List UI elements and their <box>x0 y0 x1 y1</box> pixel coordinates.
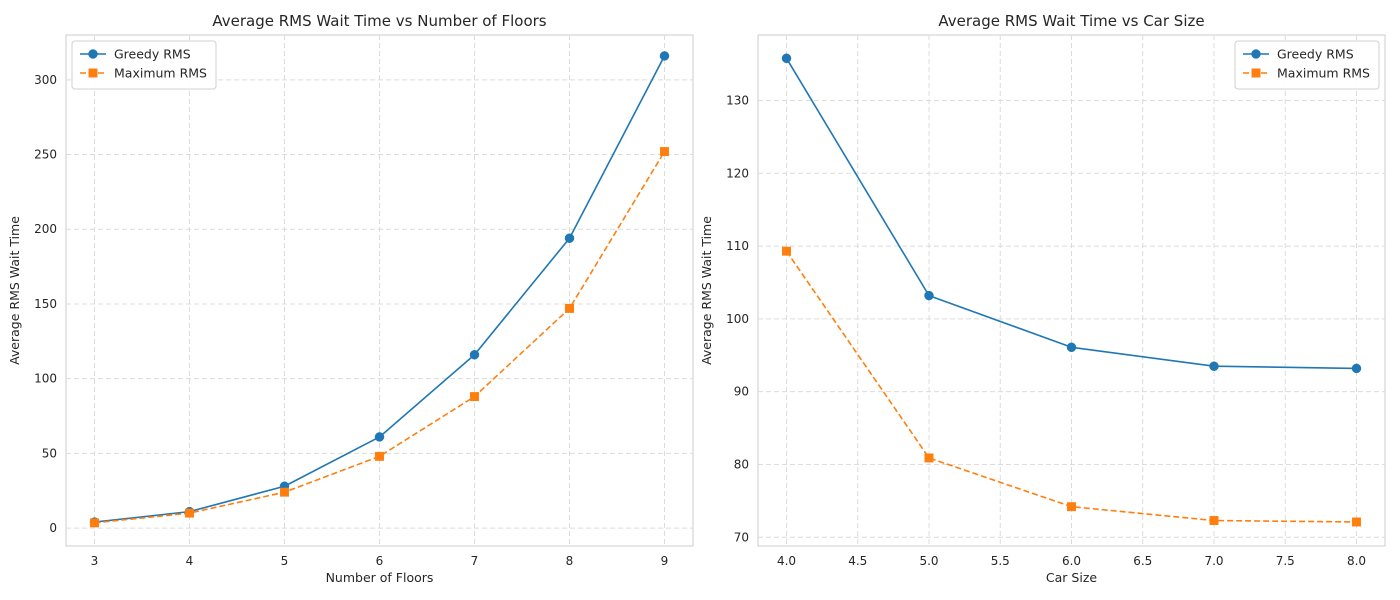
y-tick-label: 100 <box>34 372 57 386</box>
x-tick-label: 7.0 <box>1204 554 1223 568</box>
x-tick-label: 4.5 <box>848 554 867 568</box>
y-tick-label: 200 <box>34 222 57 236</box>
series-maximum-rms <box>782 246 1361 527</box>
x-tick-label: 4 <box>186 554 194 568</box>
legend-box <box>1234 40 1380 90</box>
data-point-maximum-rms <box>280 487 289 497</box>
series-greedy-rms <box>781 53 1362 374</box>
data-point-greedy-rms <box>1351 363 1362 374</box>
legend-label: Maximum RMS <box>114 66 207 81</box>
x-tick-label: 8 <box>566 554 574 568</box>
x-tick-label: 6.0 <box>1062 554 1081 568</box>
chart-title: Average RMS Wait Time vs Number of Floor… <box>212 12 546 30</box>
y-tick-label: 150 <box>34 297 57 311</box>
data-point-greedy-rms <box>469 349 480 360</box>
legend-marker-maximum-rms <box>88 68 98 78</box>
x-tick-label: 4.0 <box>777 554 796 568</box>
x-tick-label: 7 <box>471 554 479 568</box>
legend: Greedy RMS Maximum RMS <box>71 40 217 90</box>
data-point-greedy-rms <box>1066 342 1077 353</box>
data-point-greedy-rms <box>659 51 670 61</box>
data-point-maximum-rms <box>185 508 194 518</box>
data-point-maximum-rms <box>660 147 669 156</box>
data-point-greedy-rms <box>1209 361 1219 371</box>
data-point-maximum-rms <box>1067 502 1076 512</box>
data-point-maximum-rms <box>565 303 574 313</box>
y-tick-label: 80 <box>734 457 749 471</box>
legend-label: Maximum RMS <box>1277 66 1370 81</box>
legend-marker-greedy-rms <box>1251 49 1261 59</box>
x-axis-label: Car Size <box>1046 570 1097 585</box>
x-tick-label: 5.0 <box>919 554 938 568</box>
y-tick-label: 100 <box>726 312 749 326</box>
x-tick-label: 6 <box>376 554 384 568</box>
legend-label: Greedy RMS <box>114 47 191 62</box>
y-tick-label: 0 <box>49 521 57 535</box>
legend-box <box>71 40 217 90</box>
chart-2: 4.0 4.5 5.0 5.5 6.0 6.5 7.0 7.5 8.0 70 80 90 100 110 1… <box>699 12 1386 585</box>
data-point-maximum-rms <box>375 451 384 461</box>
x-axis-label: Number of Floors <box>326 570 434 585</box>
legend-marker-greedy-rms <box>88 49 98 59</box>
data-point-greedy-rms <box>564 233 575 243</box>
chart-title: Average RMS Wait Time vs Car Size <box>938 12 1204 30</box>
y-axis-label: Average RMS Wait Time <box>7 216 22 365</box>
y-tick-label: 70 <box>734 530 749 544</box>
y-tick-label: 130 <box>726 94 749 108</box>
data-point-greedy-rms <box>924 290 934 301</box>
data-point-maximum-rms <box>924 453 934 463</box>
y-tick-label: 120 <box>726 166 749 180</box>
data-point-maximum-rms <box>1209 516 1219 525</box>
data-point-maximum-rms <box>782 246 791 256</box>
data-point-greedy-rms <box>781 53 792 64</box>
y-tick-label: 250 <box>34 148 57 162</box>
legend-marker-maximum-rms <box>1251 68 1261 78</box>
y-tick-label: 50 <box>42 446 57 460</box>
x-tick-label: 6.5 <box>1133 554 1152 568</box>
data-point-greedy-rms <box>374 432 385 442</box>
x-tick-label: 5 <box>281 554 289 568</box>
series-maximum-rms <box>90 147 669 528</box>
y-tick-label: 90 <box>734 385 749 399</box>
y-axis-label: Average RMS Wait Time <box>699 216 714 365</box>
legend-label: Greedy RMS <box>1277 47 1354 62</box>
data-point-maximum-rms <box>470 392 479 402</box>
y-tick-label: 300 <box>34 73 57 87</box>
y-tick-label: 110 <box>726 239 749 253</box>
x-tick-label: 7.5 <box>1276 554 1295 568</box>
data-point-maximum-rms <box>1352 517 1361 527</box>
x-tick-label: 8.0 <box>1347 554 1366 568</box>
x-tick-label: 9 <box>661 554 669 568</box>
legend: Greedy RMS Maximum RMS <box>1234 40 1380 90</box>
x-tick-label: 3 <box>91 554 99 568</box>
chart-1: 3 4 5 6 7 8 9 0 50 100 150 200 250 300 Average RMS Wai… <box>7 12 694 585</box>
x-tick-label: 5.5 <box>991 554 1010 568</box>
data-point-maximum-rms <box>90 518 99 528</box>
